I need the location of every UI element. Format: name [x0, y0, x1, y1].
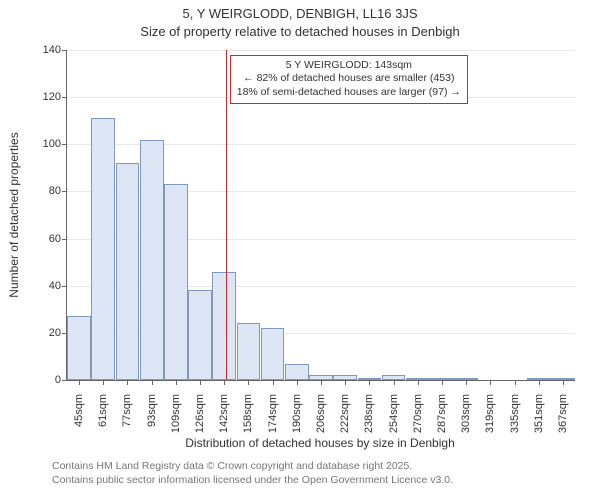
x-tick-label: 190sqm	[291, 394, 303, 433]
footer-line-1: Contains HM Land Registry data © Crown c…	[52, 460, 412, 472]
x-tick-label: 206sqm	[315, 394, 327, 433]
histogram-bar	[212, 272, 236, 380]
histogram-bar	[261, 328, 285, 380]
x-tick-mark	[176, 380, 177, 385]
x-tick-label: 303sqm	[460, 394, 472, 433]
x-tick-mark	[273, 380, 274, 385]
x-tick-mark	[224, 380, 225, 385]
x-tick-mark	[515, 380, 516, 385]
y-tick-label: 100	[43, 138, 67, 150]
x-tick-mark	[200, 380, 201, 385]
x-tick-mark	[321, 380, 322, 385]
x-tick-label: 335sqm	[509, 394, 521, 433]
x-tick-label: 222sqm	[339, 394, 351, 433]
x-tick-label: 254sqm	[388, 394, 400, 433]
histogram-bar	[116, 163, 140, 380]
x-tick-label: 142sqm	[218, 394, 230, 433]
x-tick-mark	[418, 380, 419, 385]
histogram-bar	[91, 118, 115, 380]
x-tick-label: 109sqm	[170, 394, 182, 433]
x-tick-mark	[79, 380, 80, 385]
histogram-bar	[188, 290, 212, 380]
y-tick-label: 40	[49, 280, 67, 292]
annotation-box: 5 Y WEIRGLODD: 143sqm← 82% of detached h…	[230, 55, 468, 104]
x-tick-label: 45sqm	[73, 394, 85, 427]
y-tick-label: 0	[55, 374, 67, 386]
x-tick-label: 126sqm	[194, 394, 206, 433]
x-tick-label: 319sqm	[484, 394, 496, 433]
y-tick-label: 120	[43, 91, 67, 103]
x-tick-mark	[297, 380, 298, 385]
plot-area: 02040608010012014045sqm61sqm77sqm93sqm10…	[66, 50, 575, 381]
x-tick-label: 61sqm	[97, 394, 109, 427]
x-tick-mark	[442, 380, 443, 385]
chart-title-sub: Size of property relative to detached ho…	[0, 24, 600, 39]
grid-line	[67, 50, 575, 51]
x-tick-label: 174sqm	[267, 394, 279, 433]
y-tick-label: 140	[43, 44, 67, 56]
y-tick-label: 20	[49, 327, 67, 339]
reference-line	[226, 50, 227, 380]
x-tick-label: 77sqm	[121, 394, 133, 427]
x-tick-label: 270sqm	[412, 394, 424, 433]
x-tick-mark	[152, 380, 153, 385]
histogram-bar	[67, 316, 91, 380]
x-tick-label: 158sqm	[242, 394, 254, 433]
chart-title-main: 5, Y WEIRGLODD, DENBIGH, LL16 3JS	[0, 6, 600, 21]
y-tick-label: 80	[49, 185, 67, 197]
annotation-line: 18% of semi-detached houses are larger (…	[237, 86, 461, 100]
footer-line-2: Contains public sector information licen…	[52, 474, 453, 486]
x-tick-mark	[248, 380, 249, 385]
annotation-line: ← 82% of detached houses are smaller (45…	[237, 72, 461, 86]
x-tick-label: 351sqm	[533, 394, 545, 433]
histogram-bar	[237, 323, 261, 380]
y-tick-label: 60	[49, 233, 67, 245]
histogram-bar	[140, 140, 164, 380]
x-tick-mark	[466, 380, 467, 385]
x-tick-mark	[490, 380, 491, 385]
x-tick-mark	[369, 380, 370, 385]
x-tick-mark	[563, 380, 564, 385]
x-tick-mark	[345, 380, 346, 385]
x-axis-label: Distribution of detached houses by size …	[66, 436, 574, 450]
y-axis-label: Number of detached properties	[7, 132, 21, 297]
x-tick-mark	[103, 380, 104, 385]
x-tick-label: 238sqm	[363, 394, 375, 433]
x-tick-mark	[394, 380, 395, 385]
x-tick-mark	[539, 380, 540, 385]
chart-container: 5, Y WEIRGLODD, DENBIGH, LL16 3JS Size o…	[0, 0, 600, 500]
x-tick-label: 367sqm	[557, 394, 569, 433]
x-tick-mark	[127, 380, 128, 385]
histogram-bar	[285, 364, 309, 381]
x-tick-label: 287sqm	[436, 394, 448, 433]
histogram-bar	[164, 184, 188, 380]
annotation-line: 5 Y WEIRGLODD: 143sqm	[237, 59, 461, 73]
x-tick-label: 93sqm	[146, 394, 158, 427]
